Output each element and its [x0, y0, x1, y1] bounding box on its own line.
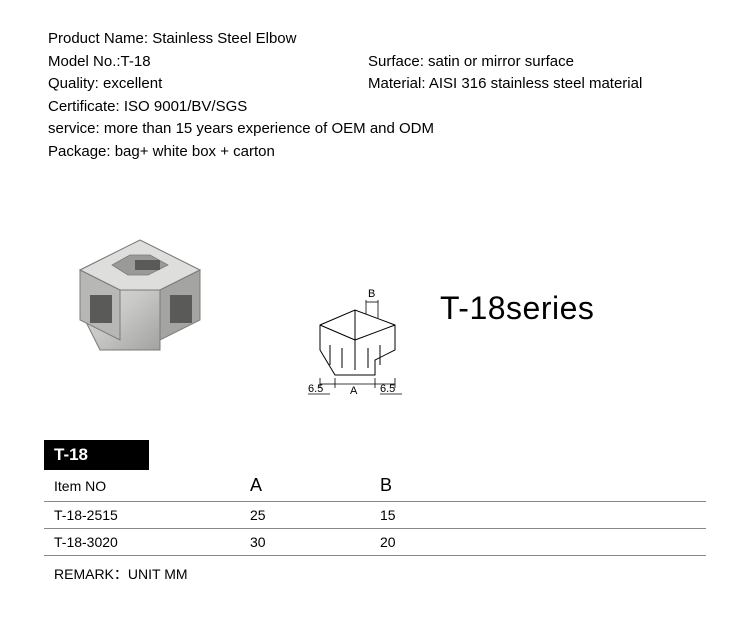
- table-header-row: Item NO A B: [44, 470, 706, 502]
- dim-b-label: B: [368, 288, 375, 300]
- cell: T-18-3020: [44, 529, 244, 556]
- model-no: Model No.:T-18: [48, 51, 368, 74]
- col-a: A: [244, 470, 374, 502]
- dim-a-label: A: [350, 385, 358, 397]
- col-item-no: Item NO: [44, 470, 244, 502]
- cell: 30: [244, 529, 374, 556]
- spec-table: T-18 Item NO A B T-18-2515 25 15 T-18-30…: [44, 440, 706, 592]
- table-row: T-18-3020 30 20: [44, 529, 706, 556]
- service: service: more than 15 years experience o…: [48, 118, 434, 141]
- series-title: T-18series: [440, 290, 594, 327]
- cell: 20: [374, 529, 706, 556]
- dimension-diagram: B A 6.5 6.5: [280, 270, 430, 400]
- table-row: T-18-2515 25 15: [44, 502, 706, 529]
- quality: Quality: excellent: [48, 73, 368, 96]
- product-name: Product Name: Stainless Steel Elbow: [48, 28, 296, 51]
- certificate: Certificate: ISO 9001/BV/SGS: [48, 96, 247, 119]
- dim-right-offset: 6.5: [380, 383, 395, 395]
- data-table: Item NO A B T-18-2515 25 15 T-18-3020 30…: [44, 470, 706, 556]
- table-tab: T-18: [44, 440, 149, 470]
- col-b: B: [374, 470, 706, 502]
- mid-section: B A 6.5 6.5 T-18series: [0, 210, 750, 430]
- material: Material: AISI 316 stainless steel mater…: [368, 73, 730, 96]
- spec-block: Product Name: Stainless Steel Elbow Mode…: [48, 28, 730, 163]
- package: Package: bag+ white box + carton: [48, 141, 275, 164]
- cell: 15: [374, 502, 706, 529]
- table-remark: REMARK：UNIT MM: [44, 556, 706, 592]
- surface: Surface: satin or mirror surface: [368, 51, 730, 74]
- cell: 25: [244, 502, 374, 529]
- dim-left-offset: 6.5: [308, 383, 323, 395]
- cell: T-18-2515: [44, 502, 244, 529]
- product-photo: [50, 210, 240, 370]
